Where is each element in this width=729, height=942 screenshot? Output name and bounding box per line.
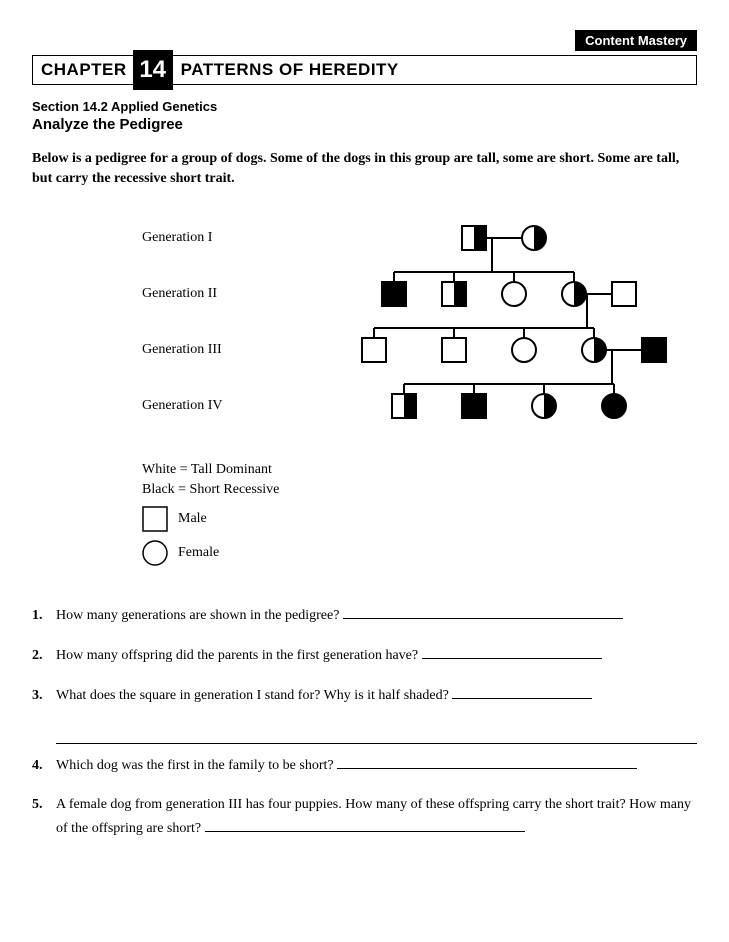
pedigree-individual bbox=[462, 394, 486, 418]
answer-blank[interactable] bbox=[343, 605, 623, 619]
answer-blank-line[interactable] bbox=[56, 724, 697, 744]
pedigree-individual bbox=[442, 338, 466, 362]
question-text: How many offspring did the parents in th… bbox=[56, 644, 697, 668]
question-number: 2. bbox=[32, 644, 56, 668]
pedigree-svg bbox=[262, 210, 692, 434]
question-text: How many generations are shown in the pe… bbox=[56, 604, 697, 628]
legend-female: Female bbox=[142, 540, 697, 566]
pedigree-individual bbox=[392, 394, 416, 418]
question: 4.Which dog was the first in the family … bbox=[32, 754, 697, 778]
section-title: Analyze the Pedigree bbox=[32, 116, 697, 133]
legend-black: Black = Short Recessive bbox=[142, 482, 697, 498]
pedigree-individual bbox=[462, 226, 486, 250]
legend-female-label: Female bbox=[178, 545, 219, 561]
question: 5.A female dog from generation III has f… bbox=[32, 793, 697, 841]
pedigree-individual bbox=[562, 282, 586, 306]
pedigree-individual bbox=[362, 338, 386, 362]
content-mastery-badge: Content Mastery bbox=[575, 30, 697, 51]
answer-blank[interactable] bbox=[337, 755, 637, 769]
legend-male: Male bbox=[142, 506, 697, 532]
pedigree-individual bbox=[612, 282, 636, 306]
answer-blank[interactable] bbox=[452, 685, 592, 699]
pedigree-individual bbox=[532, 394, 556, 418]
question-text: Which dog was the first in the family to… bbox=[56, 754, 697, 778]
question: 1.How many generations are shown in the … bbox=[32, 604, 697, 628]
generation-label: Generation IV bbox=[142, 398, 262, 414]
intro-text: Below is a pedigree for a group of dogs.… bbox=[32, 149, 697, 188]
chapter-word: CHAPTER bbox=[33, 60, 133, 80]
pedigree-individual bbox=[502, 282, 526, 306]
pedigree-individual bbox=[642, 338, 666, 362]
pedigree-individual bbox=[522, 226, 546, 250]
question-number: 1. bbox=[32, 604, 56, 628]
pedigree-individual bbox=[382, 282, 406, 306]
questions: 1.How many generations are shown in the … bbox=[32, 604, 697, 841]
pedigree-individual bbox=[512, 338, 536, 362]
question: 2.How many offspring did the parents in … bbox=[32, 644, 697, 668]
pedigree-individual bbox=[582, 338, 606, 362]
question-text: A female dog from generation III has fou… bbox=[56, 793, 697, 841]
answer-blank[interactable] bbox=[422, 645, 602, 659]
pedigree-chart: Generation I Generation II Generation III G… bbox=[142, 210, 697, 434]
question-number: 3. bbox=[32, 684, 56, 708]
generation-label: Generation I bbox=[142, 230, 262, 246]
chapter-title: PATTERNS OF HEREDITY bbox=[173, 60, 399, 80]
answer-blank[interactable] bbox=[205, 818, 525, 832]
square-icon bbox=[142, 506, 168, 532]
legend-white: White = Tall Dominant bbox=[142, 462, 697, 478]
question-number: 5. bbox=[32, 793, 56, 841]
question-text: What does the square in generation I sta… bbox=[56, 684, 697, 708]
generation-label: Generation II bbox=[142, 286, 262, 302]
pedigree-individual bbox=[602, 394, 626, 418]
legend: White = Tall Dominant Black = Short Rece… bbox=[142, 462, 697, 566]
generation-label: Generation III bbox=[142, 342, 262, 358]
question-number: 4. bbox=[32, 754, 56, 778]
section-line: Section 14.2 Applied Genetics bbox=[32, 99, 697, 114]
question: 3.What does the square in generation I s… bbox=[32, 684, 697, 708]
legend-male-label: Male bbox=[178, 511, 207, 527]
chapter-bar: CHAPTER 14 PATTERNS OF HEREDITY bbox=[32, 55, 697, 85]
pedigree-individual bbox=[442, 282, 466, 306]
chapter-number: 14 bbox=[133, 50, 173, 90]
circle-icon bbox=[142, 540, 168, 566]
